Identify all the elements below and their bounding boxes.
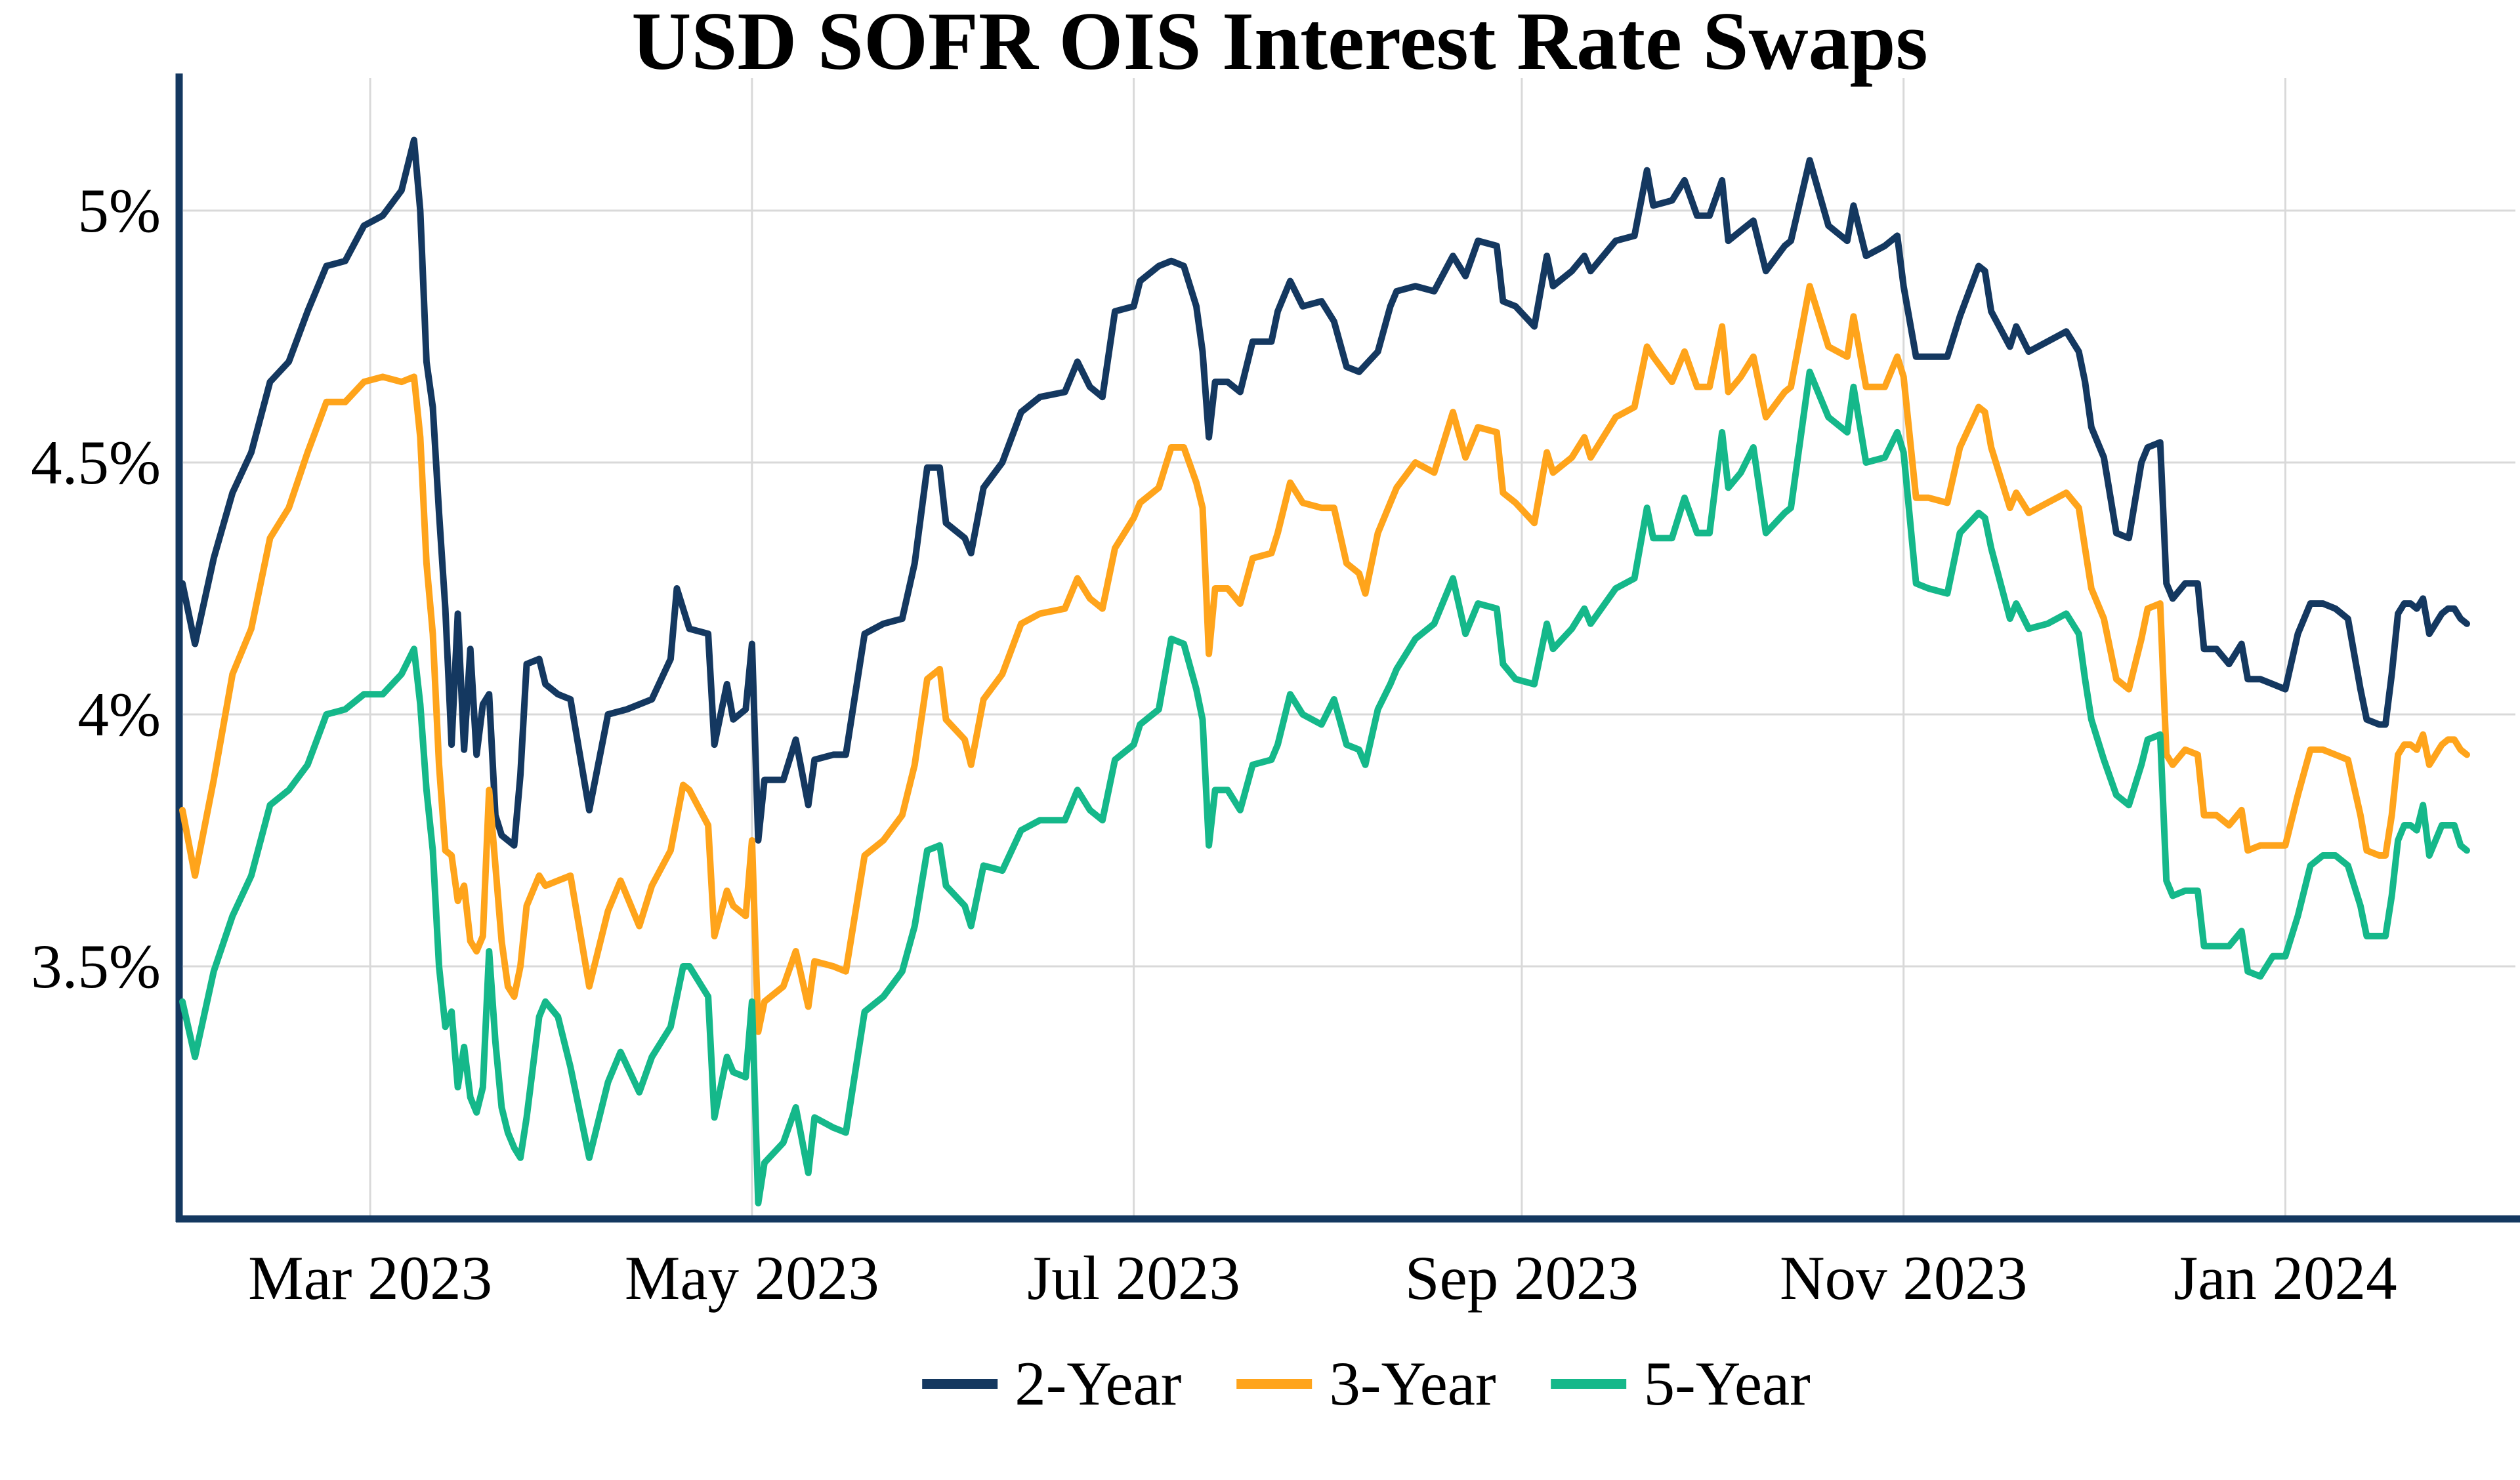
x-tick-label: Jul 2023 — [1027, 1243, 1240, 1313]
chart-title: USD SOFR OIS Interest Rate Swaps — [631, 0, 1928, 87]
x-tick-label: Nov 2023 — [1780, 1243, 2027, 1313]
legend-label-3-year: 3-Year — [1329, 1349, 1496, 1418]
legend-item-2-year: 2-Year — [922, 1353, 1181, 1415]
y-tick-label: 4% — [77, 680, 161, 749]
x-tick-label: Sep 2023 — [1405, 1243, 1639, 1313]
series-line-3-year — [179, 283, 2470, 1035]
legend-label-5-year: 5-Year — [1643, 1349, 1811, 1418]
y-tick-label: 3.5% — [31, 932, 161, 1001]
legend: 2-Year 3-Year 5-Year — [922, 1353, 1811, 1415]
y-tick-label: 4.5% — [31, 428, 161, 497]
legend-swatch-3-year — [1236, 1379, 1312, 1389]
legend-swatch-5-year — [1551, 1379, 1627, 1389]
x-tick-label: May 2023 — [625, 1243, 879, 1313]
legend-swatch-2-year — [922, 1379, 998, 1389]
series-line-2-year — [179, 136, 2470, 849]
x-tick-label: Jan 2024 — [2174, 1243, 2397, 1313]
y-tick-label: 5% — [77, 176, 161, 245]
x-tick-label: Mar 2023 — [248, 1243, 492, 1313]
series-line-5-year — [179, 368, 2470, 1206]
legend-item-5-year: 5-Year — [1551, 1353, 1811, 1415]
legend-label-2-year: 2-Year — [1015, 1349, 1182, 1418]
legend-item-3-year: 3-Year — [1236, 1353, 1496, 1415]
